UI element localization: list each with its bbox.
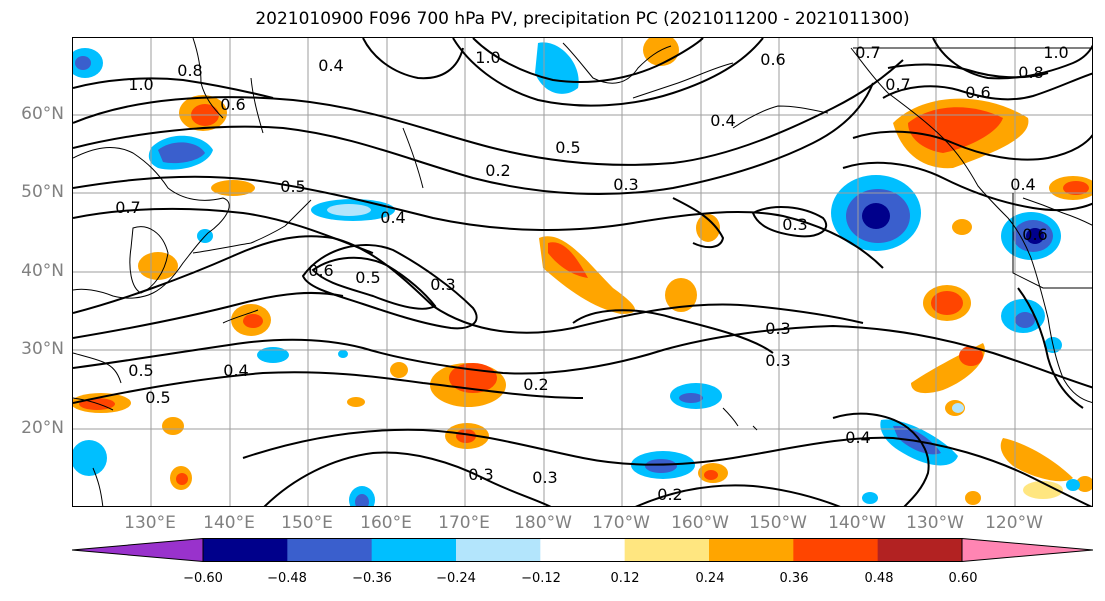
contour-label: 0.6 — [220, 95, 245, 114]
colorbar-tick-label: 0.60 — [948, 571, 978, 586]
contour-label: 0.7 — [855, 43, 880, 62]
colorbar-segments — [72, 538, 1093, 562]
contour-label: 0.4 — [223, 361, 248, 380]
colorbar — [72, 538, 1093, 562]
colorbar-extend-max — [961, 538, 1093, 562]
lat-label: 40°N — [21, 261, 64, 281]
contour-label: 0.7 — [115, 198, 140, 217]
colorbar-tick-label: −0.36 — [352, 571, 392, 586]
lon-label: 170°W — [592, 513, 650, 533]
contour-label: 0.6 — [760, 50, 785, 69]
lat-label: 50°N — [21, 182, 64, 202]
contour-label: 0.3 — [613, 175, 638, 194]
contour-label: 0.6 — [965, 83, 990, 102]
negative-precip-anomalies — [73, 42, 1080, 506]
contour-label: 0.5 — [280, 177, 305, 196]
contour-label: 0.8 — [177, 61, 202, 80]
positive-precip-anomalies — [73, 38, 1092, 505]
contour-label: 0.2 — [657, 485, 682, 504]
colorbar-extend-min — [72, 538, 204, 562]
contour-label: 0.5 — [145, 388, 170, 407]
lon-label: 160°W — [671, 513, 729, 533]
lon-label: 120°W — [985, 513, 1043, 533]
colorbar-tick-label: −0.24 — [436, 571, 476, 586]
contour-label: 1.0 — [475, 48, 500, 67]
colorbar-tick-label: 0.48 — [864, 571, 894, 586]
contour-label: 0.4 — [845, 428, 870, 447]
lon-label: 140°E — [203, 513, 255, 533]
colorbar-tick-label: 0.24 — [695, 571, 725, 586]
lon-label: 180°W — [514, 513, 572, 533]
contour-labels: 1.0 0.4 1.0 0.6 0.7 0.8 1.0 0.8 0.6 0.7 … — [115, 43, 1068, 504]
coastlines — [73, 38, 1092, 506]
lon-label: 130°E — [124, 513, 176, 533]
lon-label: 160°E — [360, 513, 412, 533]
colorbar-tick-label: −0.12 — [521, 571, 561, 586]
contour-label: 0.3 — [782, 215, 807, 234]
contour-label: 0.6 — [308, 261, 333, 280]
contour-label: 0.5 — [128, 361, 153, 380]
colorbar-tick-label: 0.12 — [610, 571, 640, 586]
colorbar-tick-label: 0.36 — [779, 571, 809, 586]
pv-precip-map: 1.0 0.4 1.0 0.6 0.7 0.8 1.0 0.8 0.6 0.7 … — [73, 38, 1092, 506]
colorbar-segment — [287, 538, 373, 562]
contour-label: 0.5 — [555, 138, 580, 157]
contour-label: 0.2 — [485, 161, 510, 180]
contour-label: 0.3 — [765, 351, 790, 370]
colorbar-segment — [371, 538, 457, 562]
colorbar-outline — [202, 538, 963, 562]
colorbar-segment — [793, 538, 879, 562]
lon-label: 150°E — [281, 513, 333, 533]
lon-label: 170°E — [438, 513, 490, 533]
map-panel: 1.0 0.4 1.0 0.6 0.7 0.8 1.0 0.8 0.6 0.7 … — [72, 37, 1093, 507]
contour-label: 0.4 — [710, 111, 735, 130]
colorbar-segment — [709, 538, 794, 562]
pv-contours — [73, 38, 1092, 506]
colorbar-segment — [624, 538, 710, 562]
lon-label: 140°W — [828, 513, 886, 533]
contour-label: 0.3 — [430, 275, 455, 294]
lon-label: 150°W — [749, 513, 807, 533]
contour-label: 0.4 — [318, 56, 343, 75]
contour-label: 0.3 — [765, 319, 790, 338]
contour-label: 0.4 — [380, 208, 405, 227]
colorbar-segment — [877, 538, 963, 562]
contour-label: 0.8 — [1018, 63, 1043, 82]
contour-label: 1.0 — [128, 75, 153, 94]
colorbar-segment — [456, 538, 541, 562]
contour-label: 0.5 — [355, 268, 380, 287]
contour-label: 0.3 — [468, 465, 493, 484]
colorbar-segment — [540, 538, 626, 562]
lat-label: 60°N — [21, 104, 64, 124]
map-title: 2021010900 F096 700 hPa PV, precipitatio… — [255, 9, 910, 29]
colorbar-tick-label: −0.60 — [183, 571, 223, 586]
contour-label: 0.6 — [1022, 225, 1047, 244]
colorbar-segment — [203, 538, 288, 562]
colorbar-tick-label: −0.48 — [267, 571, 307, 586]
contour-label: 1.0 — [1043, 43, 1068, 62]
lat-label: 30°N — [21, 339, 64, 359]
contour-label: 0.4 — [1010, 175, 1035, 194]
lon-label: 130°W — [906, 513, 964, 533]
contour-label: 0.2 — [523, 375, 548, 394]
contour-label: 0.7 — [885, 75, 910, 94]
contour-label: 0.3 — [532, 468, 557, 487]
lat-label: 20°N — [21, 418, 64, 438]
